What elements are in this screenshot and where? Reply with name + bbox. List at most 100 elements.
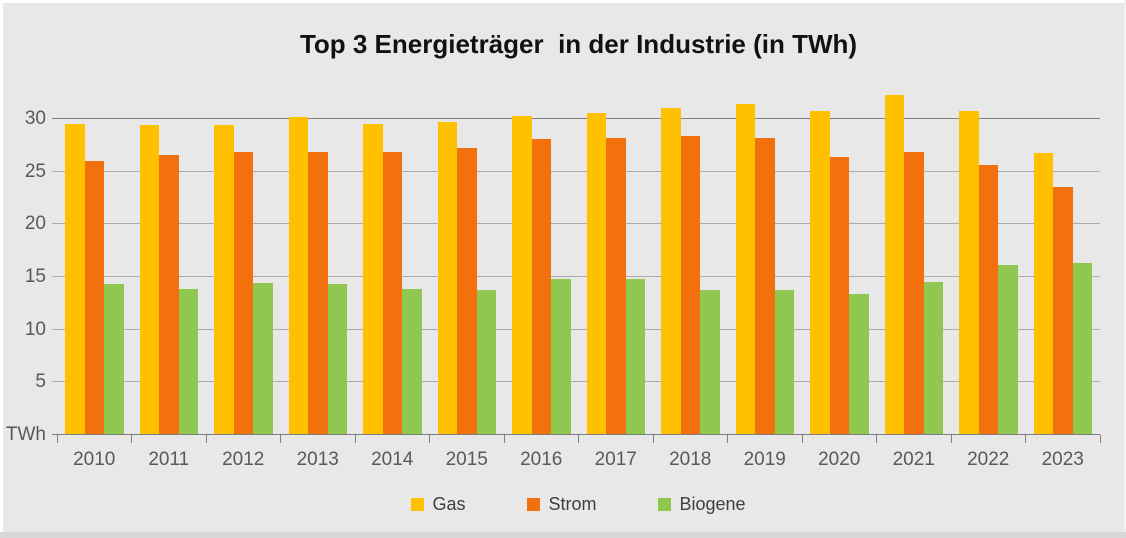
bar-gas-2011 xyxy=(139,125,159,435)
x-tick-label-2018: 2018 xyxy=(669,449,712,470)
gridline-15 xyxy=(52,276,1100,278)
bar-biogene-2023 xyxy=(1072,263,1092,435)
chart-title: Top 3 Energieträger in der Industrie (in… xyxy=(299,29,858,59)
bar-biogene-2020 xyxy=(849,293,869,435)
bar-biogene-2013 xyxy=(327,284,347,435)
bar-strom-2010 xyxy=(84,161,104,435)
bar-gas-2015 xyxy=(437,122,457,435)
legend-swatch-biogene xyxy=(658,498,672,511)
x-tick-label-2014: 2014 xyxy=(371,449,414,470)
y-tick-label-10: 10 xyxy=(24,318,46,340)
bar-gas-2019 xyxy=(735,104,755,435)
bar-group-2016 xyxy=(504,83,579,435)
bar-strom-2020 xyxy=(829,157,849,435)
bar-group-2013 xyxy=(281,83,356,435)
bar-gas-2020 xyxy=(810,110,830,435)
legend-label-strom: Strom xyxy=(548,494,597,514)
legend-swatch-strom xyxy=(527,498,541,511)
legend-item-gas: Gas xyxy=(411,494,465,515)
bar-gas-2022 xyxy=(959,110,979,435)
x-axis-tick xyxy=(354,435,356,443)
bar-strom-2017 xyxy=(606,138,626,435)
y-tick-label-20: 20 xyxy=(24,213,46,235)
plot-area xyxy=(52,83,1101,443)
x-tick-label-2021: 2021 xyxy=(892,449,935,470)
bar-biogene-2016 xyxy=(551,279,571,435)
bar-gas-2021 xyxy=(884,94,904,435)
legend-label-biogene: Biogene xyxy=(679,494,746,514)
x-tick-label-2011: 2011 xyxy=(148,449,190,470)
bar-group-2015 xyxy=(430,83,505,435)
bar-gas-2012 xyxy=(214,125,234,435)
bar-group-2011 xyxy=(132,83,207,435)
bar-group-2017 xyxy=(579,83,654,435)
bar-strom-2012 xyxy=(233,151,253,435)
x-axis-tick xyxy=(56,435,58,443)
x-tick-label-2010: 2010 xyxy=(73,449,116,470)
window-edge-right xyxy=(1124,0,1126,538)
bar-biogene-2018 xyxy=(700,289,720,435)
x-axis-tick xyxy=(652,435,654,443)
bar-group-2022 xyxy=(951,83,1026,435)
x-tick-label-2020: 2020 xyxy=(818,449,861,470)
x-axis-tick xyxy=(205,435,207,443)
bar-strom-2013 xyxy=(308,151,328,435)
legend-item-biogene: Biogene xyxy=(658,494,746,515)
x-axis-tick xyxy=(578,435,579,443)
bar-group-2023 xyxy=(1026,83,1101,435)
x-tick-label-2022: 2022 xyxy=(967,449,1010,470)
window-edge-bottom xyxy=(0,532,1126,538)
bar-strom-2015 xyxy=(457,147,477,435)
window-edge-left xyxy=(0,0,3,538)
bar-gas-2014 xyxy=(363,124,383,435)
y-tick-label-15: 15 xyxy=(24,266,46,288)
bar-group-2014 xyxy=(355,83,430,435)
x-axis-tick xyxy=(503,435,505,443)
x-axis-tick xyxy=(950,435,952,443)
x-tick-label-2017: 2017 xyxy=(594,449,637,470)
y-tick-label-5: 5 xyxy=(35,371,46,393)
bar-biogene-2014 xyxy=(402,288,422,435)
bar-strom-2014 xyxy=(382,151,402,435)
legend-item-strom: Strom xyxy=(527,494,596,515)
x-tick-label-2019: 2019 xyxy=(743,449,786,470)
x-axis-tick xyxy=(876,435,877,443)
x-tick-label-2012: 2012 xyxy=(222,449,265,470)
gridline-30 xyxy=(52,118,1100,120)
bar-strom-2016 xyxy=(531,139,551,435)
legend: Gas Strom Biogene xyxy=(57,494,1100,515)
legend-label-gas: Gas xyxy=(432,494,466,514)
x-axis-tick xyxy=(280,435,281,443)
bar-gas-2010 xyxy=(65,124,85,435)
bar-strom-2023 xyxy=(1053,186,1073,435)
gridline-10 xyxy=(52,328,1100,330)
bar-gas-2017 xyxy=(586,112,606,435)
bar-biogene-2011 xyxy=(178,288,198,435)
bar-group-2018 xyxy=(653,83,728,435)
window-edge-top xyxy=(0,0,1126,3)
bar-gas-2018 xyxy=(661,107,681,435)
bar-strom-2022 xyxy=(978,165,998,435)
bar-biogene-2021 xyxy=(923,282,943,435)
x-tick-label-2015: 2015 xyxy=(445,449,488,470)
x-tick-label-2023: 2023 xyxy=(1041,449,1084,470)
x-axis-tick xyxy=(801,435,803,443)
legend-swatch-gas xyxy=(411,498,425,511)
bar-gas-2013 xyxy=(288,117,308,435)
x-tick-label-2013: 2013 xyxy=(296,449,339,470)
bar-strom-2021 xyxy=(904,151,924,435)
bar-biogene-2012 xyxy=(253,283,273,435)
x-tick-label-2016: 2016 xyxy=(520,449,563,470)
y-axis-unit-label: TWh xyxy=(5,424,46,445)
bar-gas-2023 xyxy=(1033,152,1053,435)
bar-group-2021 xyxy=(877,83,952,435)
x-axis-line xyxy=(52,434,1100,435)
bar-strom-2011 xyxy=(159,154,179,435)
gridline-20 xyxy=(52,223,1100,225)
bar-biogene-2022 xyxy=(998,265,1018,435)
y-tick-label-25: 25 xyxy=(24,160,46,182)
bar-group-2020 xyxy=(802,83,877,435)
bar-group-2010 xyxy=(57,83,132,435)
bar-biogene-2015 xyxy=(476,289,496,435)
bar-group-2012 xyxy=(206,83,281,435)
